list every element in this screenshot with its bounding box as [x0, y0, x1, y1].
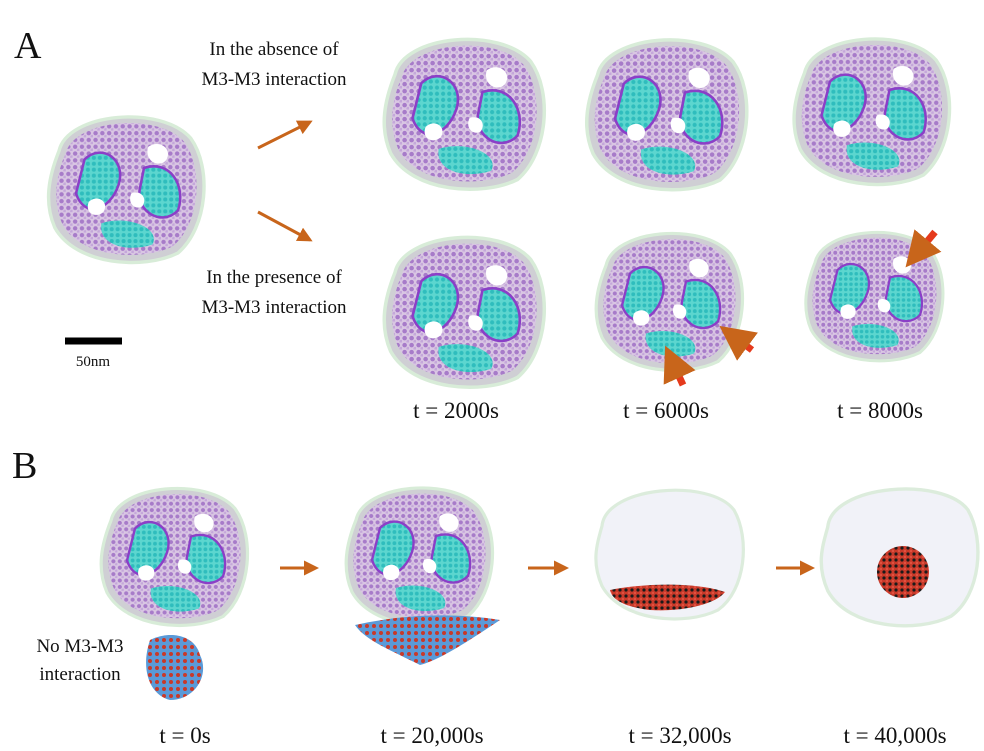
caption: M3-M3 interaction: [201, 297, 347, 318]
caption: In the presence of: [206, 267, 342, 288]
indicator-arrow: [663, 345, 696, 387]
panel-label: B: [12, 445, 37, 487]
panel-b: B No M3-M3 interaction t = 0s t = 20,000…: [12, 445, 980, 748]
panel-label: A: [14, 25, 42, 67]
cluster: [610, 584, 725, 611]
cluster: [355, 615, 500, 665]
scale-label: 50nm: [76, 354, 111, 370]
time-label: t = 20,000s: [380, 723, 483, 748]
vesicle: [382, 37, 547, 192]
vesicle: [584, 38, 749, 192]
caption: M3-M3 interaction: [201, 69, 347, 90]
time-label: t = 6000s: [623, 398, 709, 423]
vesicle: [594, 231, 745, 373]
caption: interaction: [39, 664, 121, 685]
caption: No M3-M3: [36, 636, 123, 657]
vesicle: [344, 486, 495, 627]
time-label: t = 0s: [159, 723, 210, 748]
time-label: t = 32,000s: [628, 723, 731, 748]
cluster: [146, 635, 204, 700]
vesicle: [792, 37, 952, 187]
caption: In the absence of: [209, 39, 339, 60]
arrow: [257, 210, 313, 242]
time-label: t = 8000s: [837, 398, 923, 423]
indicator-arrow: [719, 325, 758, 361]
panel-a: A In the absence of M3-M3 interaction In…: [14, 25, 952, 423]
time-label: t = 40,000s: [843, 723, 946, 748]
vesicle: [99, 486, 250, 628]
vesicle: [46, 115, 206, 265]
indicator-arrow: [905, 229, 942, 268]
vesicle: [382, 235, 547, 390]
cluster: [877, 546, 929, 598]
arrow: [257, 120, 313, 150]
time-label: t = 2000s: [413, 398, 499, 423]
